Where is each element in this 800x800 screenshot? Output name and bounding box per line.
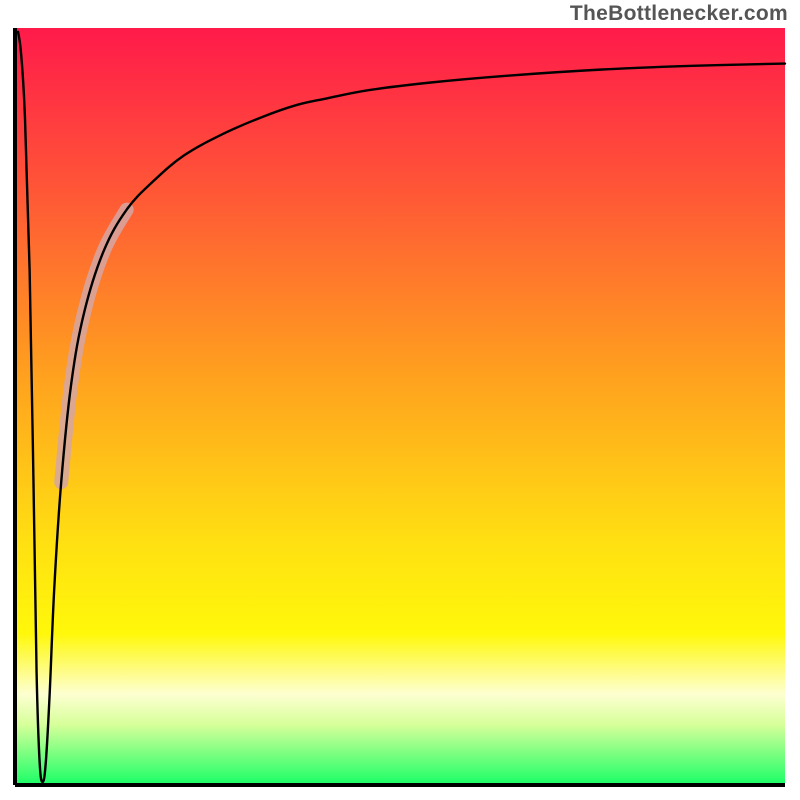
bottleneck-curve-chart <box>0 0 800 800</box>
chart-container: TheBottlenecker.com <box>0 0 800 800</box>
attribution-text: TheBottlenecker.com <box>570 2 788 26</box>
plot-background <box>15 28 785 785</box>
